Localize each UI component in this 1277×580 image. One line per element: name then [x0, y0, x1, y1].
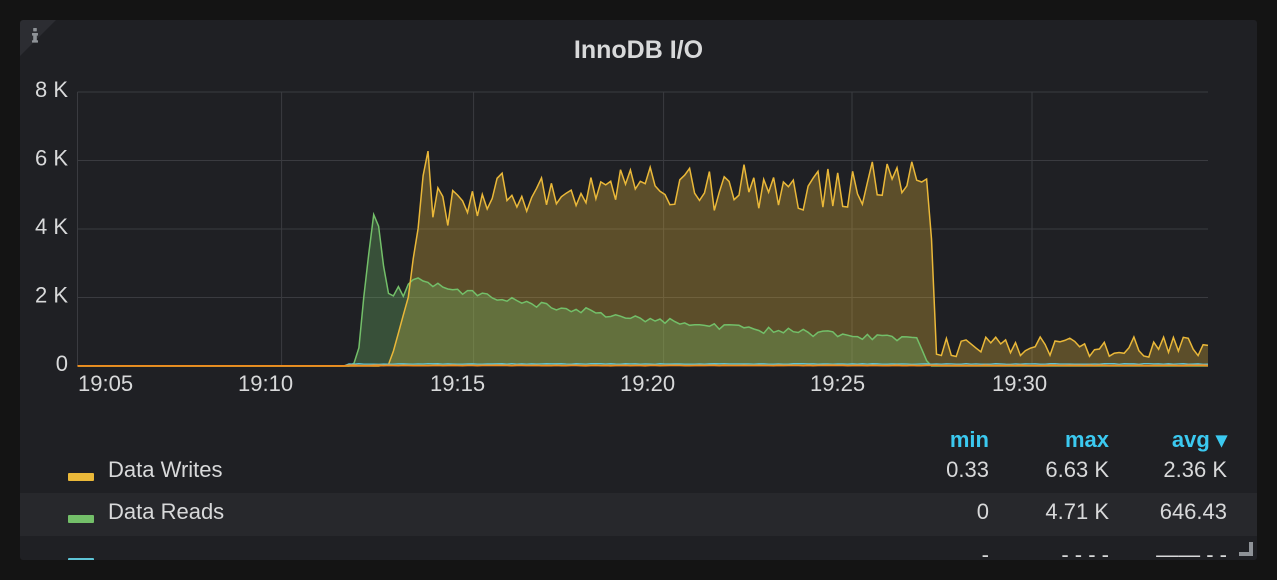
svg-text:19:25: 19:25	[810, 371, 865, 396]
svg-text:19:20: 19:20	[620, 371, 675, 396]
svg-text:19:10: 19:10	[238, 371, 293, 396]
svg-text:19:30: 19:30	[992, 371, 1047, 396]
svg-text:0: 0	[56, 351, 68, 376]
svg-text:8 K: 8 K	[35, 77, 68, 102]
svg-text:4 K: 4 K	[35, 214, 68, 239]
svg-text:2 K: 2 K	[35, 283, 68, 308]
svg-text:19:05: 19:05	[78, 371, 133, 396]
svg-text:6 K: 6 K	[35, 146, 68, 171]
svg-text:19:15: 19:15	[430, 371, 485, 396]
